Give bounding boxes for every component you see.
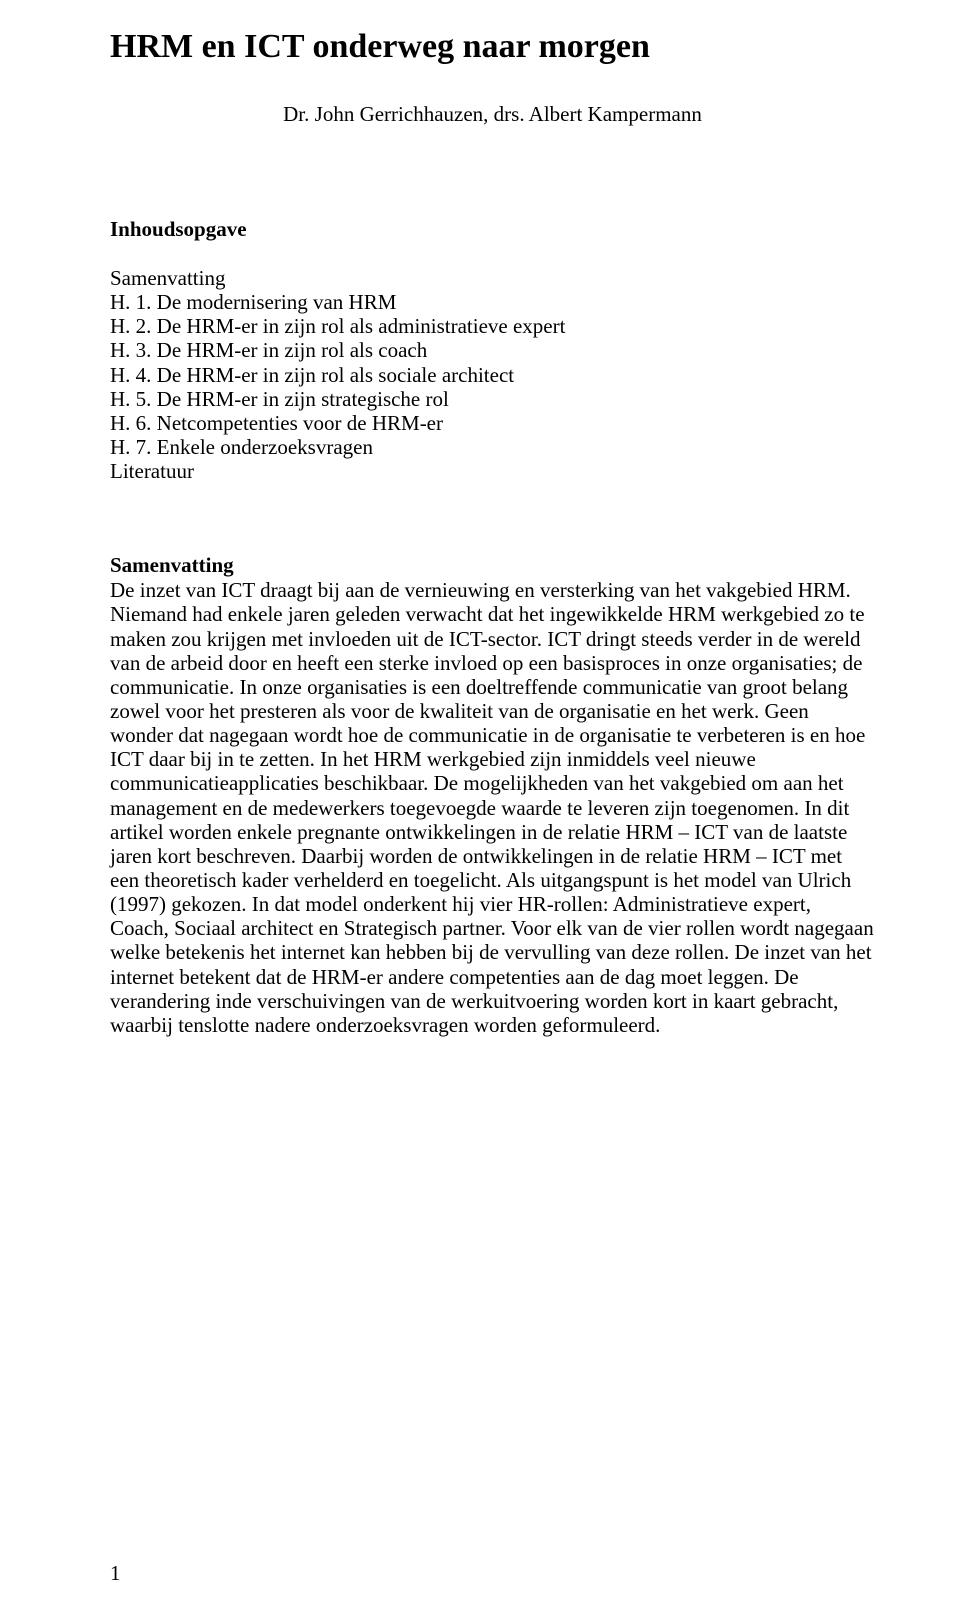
page-number: 1	[110, 1561, 121, 1586]
toc-item: H. 6. Netcompetenties voor de HRM-er	[110, 411, 875, 435]
summary-body: De inzet van ICT draagt bij aan de verni…	[110, 578, 875, 1037]
toc-heading: Inhoudsopgave	[110, 217, 875, 242]
toc-item: H. 5. De HRM-er in zijn strategische rol	[110, 387, 875, 411]
toc-list: Samenvatting H. 1. De modernisering van …	[110, 266, 875, 483]
toc-item: Samenvatting	[110, 266, 875, 290]
document-authors: Dr. John Gerrichhauzen, drs. Albert Kamp…	[110, 102, 875, 127]
toc-item: H. 7. Enkele onderzoeksvragen	[110, 435, 875, 459]
toc-item: H. 4. De HRM-er in zijn rol als sociale …	[110, 363, 875, 387]
document-title: HRM en ICT onderweg naar morgen	[110, 28, 875, 66]
toc-item: H. 2. De HRM-er in zijn rol als administ…	[110, 314, 875, 338]
toc-item: H. 1. De modernisering van HRM	[110, 290, 875, 314]
summary-heading: Samenvatting	[110, 553, 875, 578]
toc-item: Literatuur	[110, 459, 875, 483]
toc-item: H. 3. De HRM-er in zijn rol als coach	[110, 338, 875, 362]
